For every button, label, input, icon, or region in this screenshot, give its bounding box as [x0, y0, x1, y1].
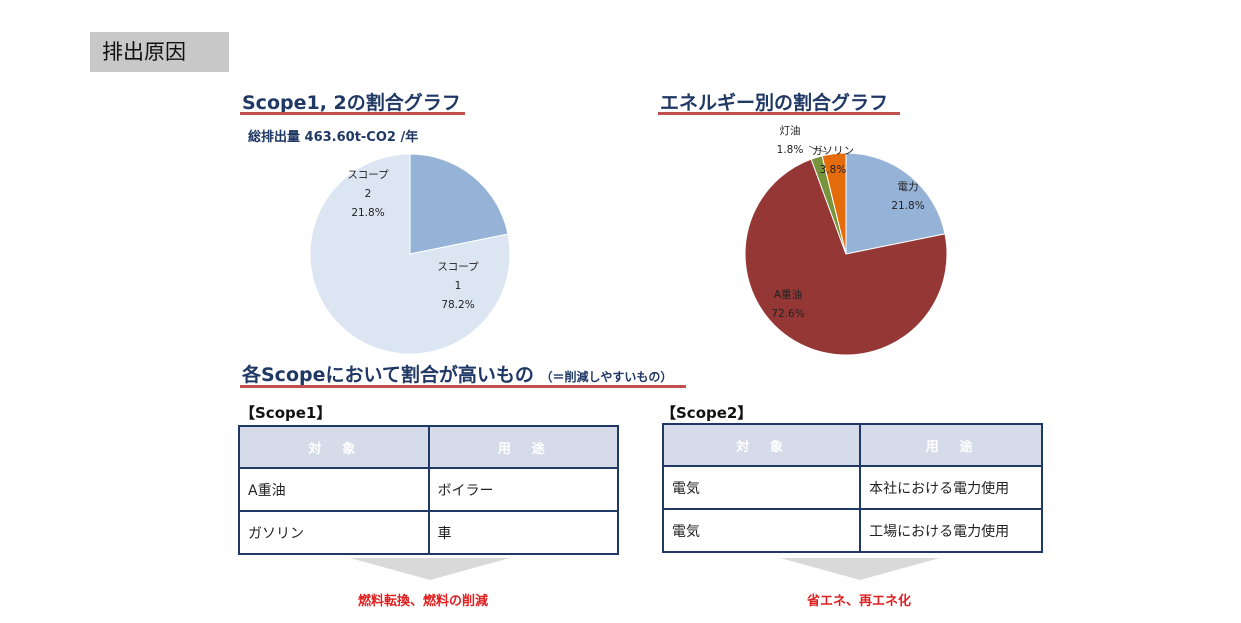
column-header-target: 対 象 — [238, 425, 430, 469]
scope2-table: 対 象 用 途 電気 本社における電力使用 電気 工場における電力使用 — [661, 423, 1043, 553]
high-ratio-underline — [240, 385, 686, 388]
slice-data-label: 灯油 1.8% — [777, 124, 804, 156]
table-cell: 車 — [427, 510, 619, 555]
slice-data-label: 電力 21.8% — [891, 180, 924, 212]
page-title: 排出原因 — [90, 32, 229, 72]
pie-slice — [845, 152, 946, 255]
table-cell: ボイラー — [427, 467, 619, 512]
scope-chart-title: Scope1, 2の割合グラフ — [242, 92, 461, 114]
table-cell: 工場における電力使用 — [859, 508, 1043, 553]
pie-slice — [409, 153, 509, 255]
label-leader-line — [808, 145, 828, 153]
high-ratio-heading: 各Scopeにおいて割合が高いもの — [242, 364, 534, 386]
scope1-table: 対 象 用 途 A重油 ボイラー ガソリン 車 — [238, 425, 619, 555]
scope1-label: 【Scope1】 — [240, 404, 332, 422]
down-arrow-icon — [350, 558, 510, 580]
table-cell: 本社における電力使用 — [859, 465, 1043, 510]
slice-data-label: スコープ 1 78.2% — [437, 261, 479, 311]
pie-slice — [744, 158, 948, 356]
column-header-usage: 用 途 — [859, 423, 1043, 467]
slice-data-label: スコープ 2 21.8% — [347, 169, 389, 219]
scope-chart-title-underline — [240, 112, 465, 115]
energy-chart-title-underline — [658, 112, 900, 115]
table-cell: 電気 — [661, 465, 862, 510]
table-row: 電気 本社における電力使用 — [661, 465, 1043, 510]
scope-pie-chart: スコープ 2 21.8% スコープ 1 78.2% — [309, 153, 511, 355]
pie-slice — [821, 152, 847, 255]
table-row: A重油 ボイラー — [238, 467, 619, 512]
total-emissions: 総排出量 463.60t-CO2 /年 — [248, 130, 419, 145]
table-header-row: 対 象 用 途 — [238, 425, 619, 469]
scope2-label: 【Scope2】 — [661, 404, 753, 422]
column-header-target: 対 象 — [661, 423, 862, 467]
high-ratio-title: 各Scopeにおいて割合が高いもの （＝削減しやすいもの） — [242, 360, 672, 387]
down-arrow-icon — [780, 558, 940, 580]
scope2-result: 省エネ、再エネ化 — [807, 594, 912, 609]
slice-data-label: A重油 72.6% — [771, 288, 804, 320]
table-row: 電気 工場における電力使用 — [661, 508, 1043, 553]
table-cell: 電気 — [661, 508, 862, 553]
energy-chart-title: エネルギー別の割合グラフ — [660, 92, 889, 114]
table-header-row: 対 象 用 途 — [661, 423, 1043, 467]
scope1-result: 燃料転換、燃料の削減 — [358, 594, 489, 609]
table-row: ガソリン 車 — [238, 510, 619, 555]
pie-slice — [309, 153, 511, 355]
high-ratio-note: （＝削減しやすいもの） — [540, 370, 673, 384]
slice-data-label: ガソリン 3.8% — [812, 145, 854, 176]
table-cell: ガソリン — [238, 510, 430, 555]
column-header-usage: 用 途 — [427, 425, 619, 469]
table-cell: A重油 — [238, 467, 430, 512]
energy-pie-chart: 電力 21.8% A重油 72.6% 灯油 1.8% ガソリン 3.8% — [744, 124, 948, 356]
